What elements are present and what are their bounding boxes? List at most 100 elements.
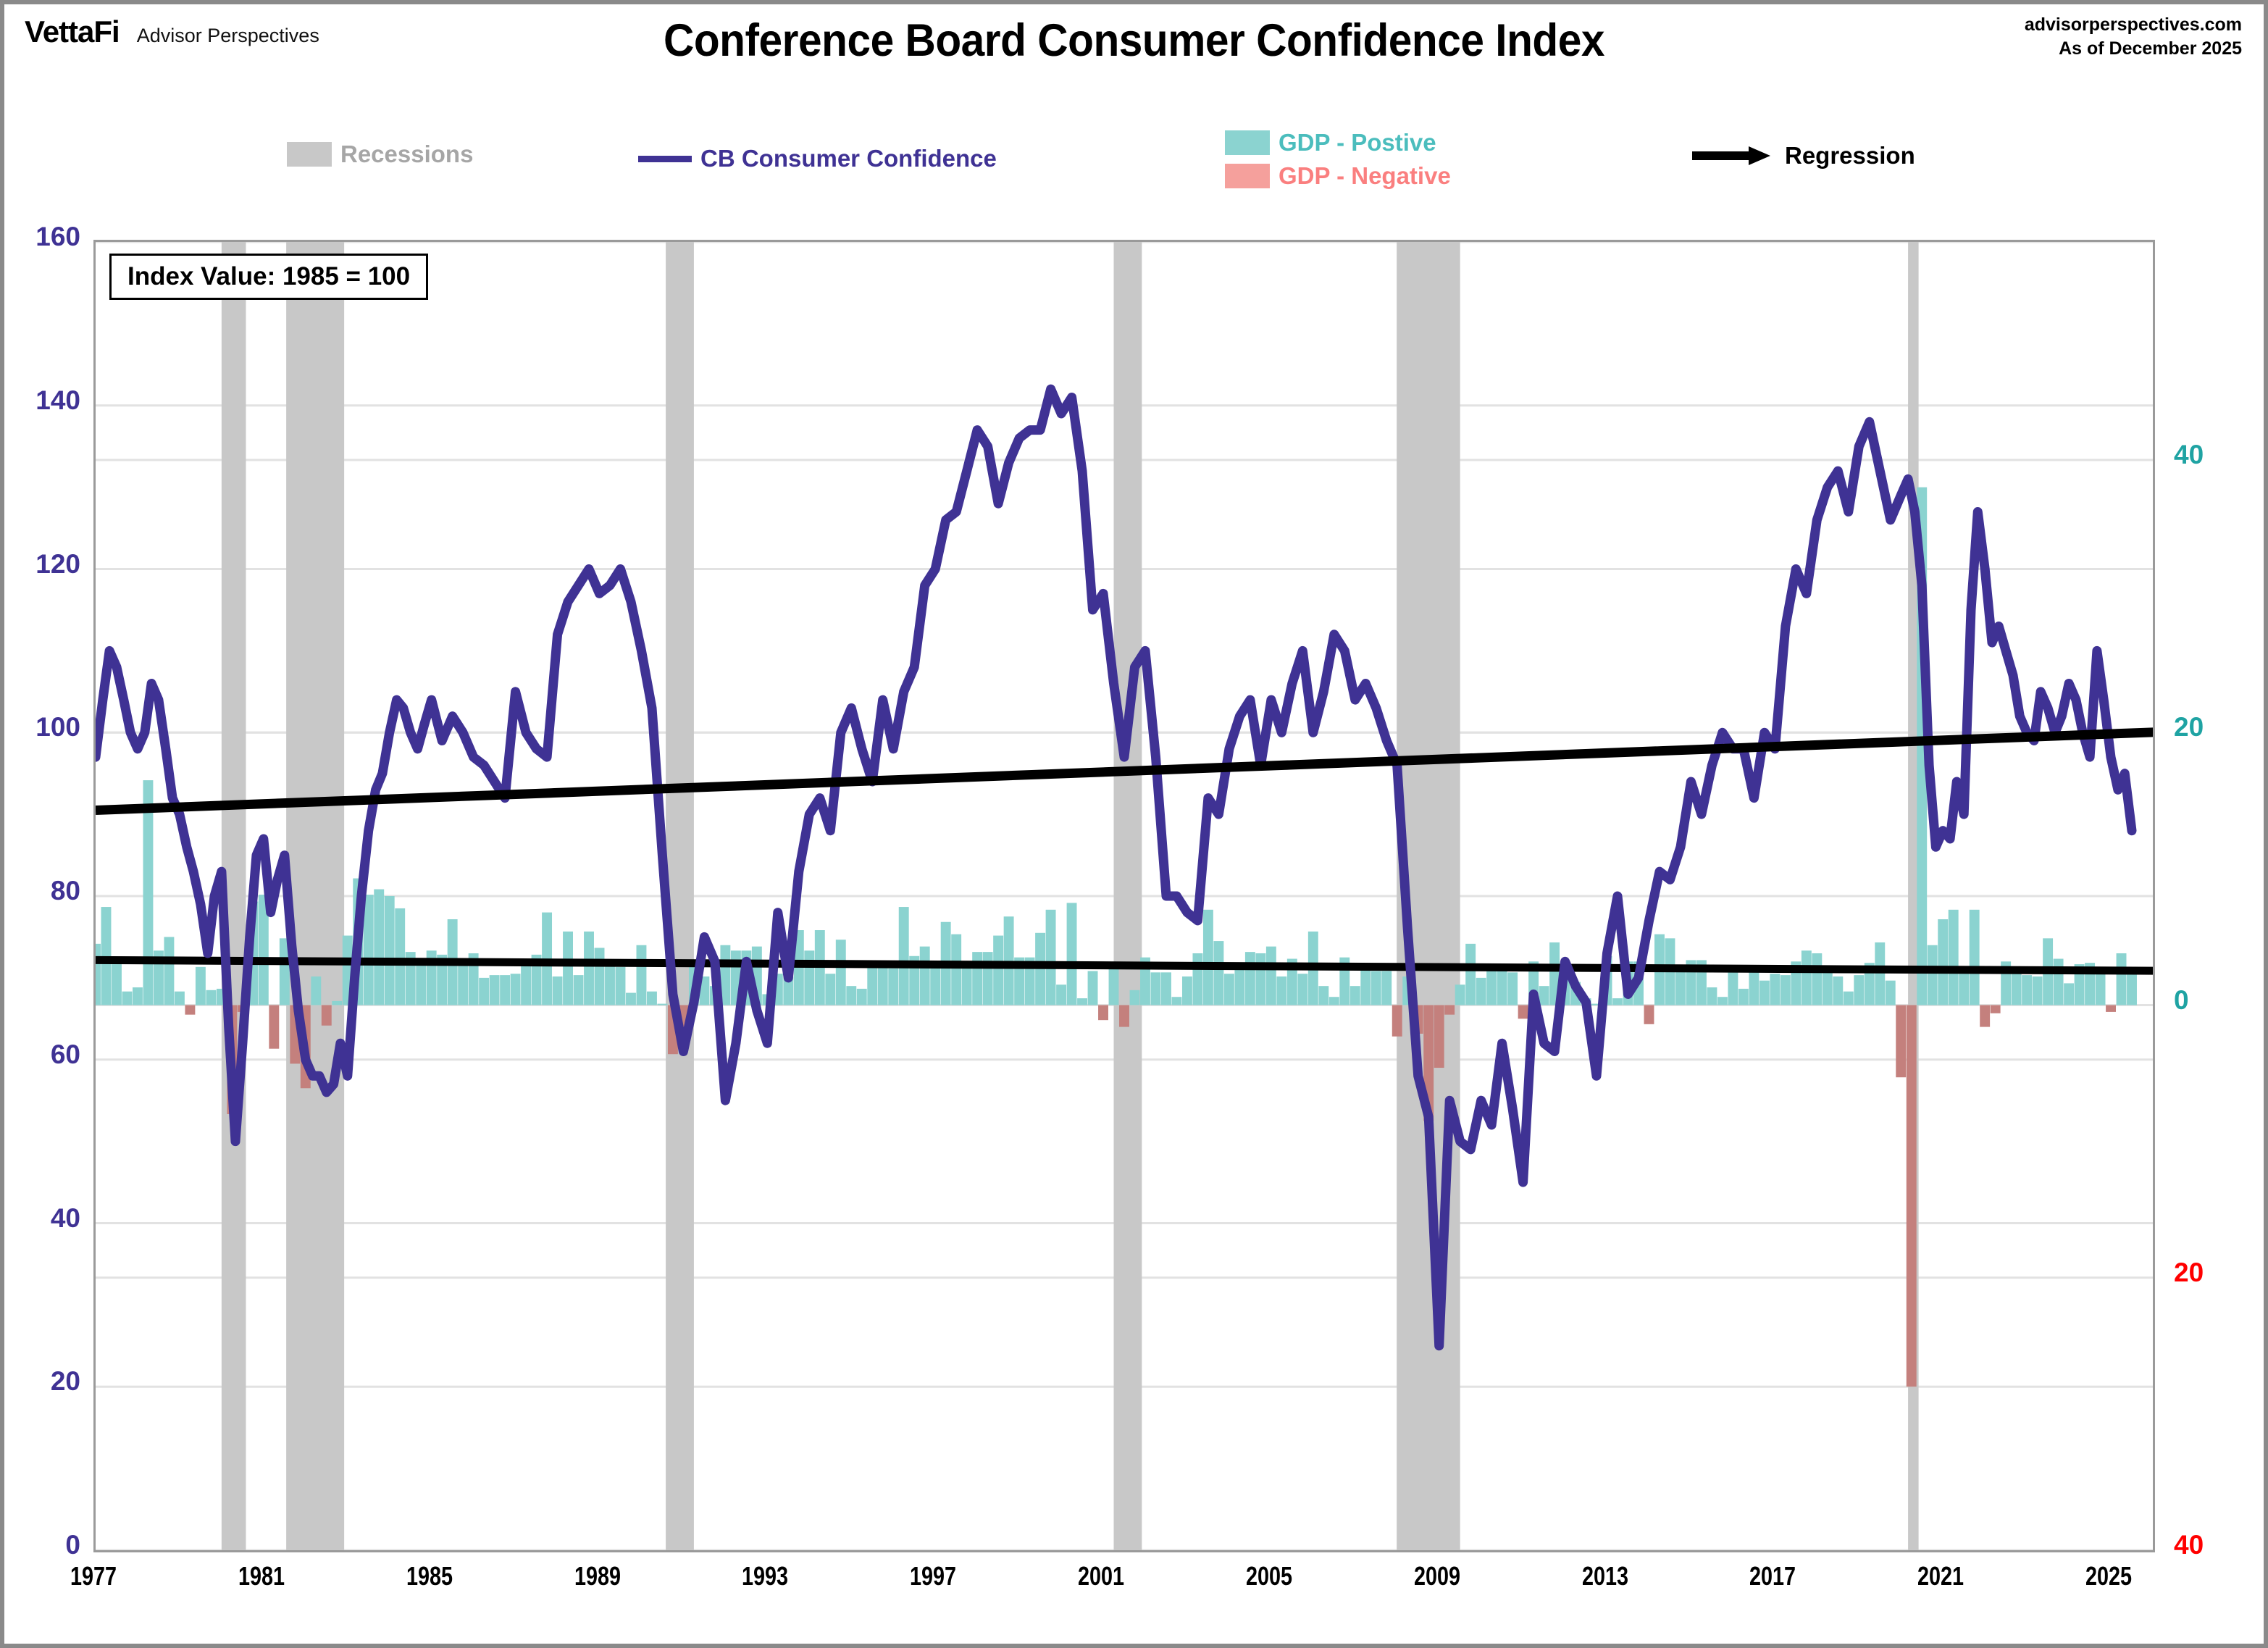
source-site: advisorperspectives.com	[2024, 14, 2242, 35]
gdp-bar	[1244, 952, 1255, 1005]
gdp-bar	[1381, 971, 1392, 1005]
gdp-bar	[783, 976, 794, 1005]
gdp-bar	[458, 964, 469, 1005]
gdp-bar	[374, 889, 385, 1005]
y-tick-left: 140	[35, 385, 80, 415]
gdp-bar	[1360, 964, 1371, 1005]
x-tick: 2005	[1245, 1561, 1292, 1591]
x-tick: 2025	[2085, 1561, 2133, 1591]
gdp-bar	[1906, 1005, 1917, 1387]
gdp-bar	[1822, 968, 1833, 1005]
y-tick-right: 0	[2174, 984, 2189, 1015]
gdp-bar	[510, 974, 521, 1005]
gdp-bar	[185, 1005, 196, 1015]
gdp-bar	[626, 992, 636, 1005]
gdp-bar	[1518, 1005, 1528, 1019]
gdp-bar	[1066, 903, 1077, 1005]
x-tick: 1977	[70, 1561, 117, 1591]
gdp-bar	[1371, 971, 1381, 1005]
gdp-bar	[1150, 972, 1161, 1005]
gdp-bar	[804, 950, 815, 1005]
gdp-bar	[2022, 975, 2033, 1005]
gdp-bar	[982, 952, 993, 1005]
gdp-bar	[1896, 1005, 1907, 1078]
gdp-bar	[835, 940, 846, 1005]
legend-item-recessions[interactable]: Recessions	[287, 141, 473, 168]
advisor-perspectives-label: Advisor Perspectives	[136, 25, 319, 46]
gdp-bar	[112, 964, 122, 1005]
gdp-bar	[1003, 916, 1014, 1005]
gdp-bar	[332, 1000, 343, 1005]
gdp-bar	[1455, 984, 1465, 1005]
x-tick: 2001	[1077, 1561, 1125, 1591]
gdp-bar	[573, 975, 584, 1005]
gdp-bar	[1223, 974, 1234, 1005]
gdp-bar	[1948, 909, 1959, 1005]
gdp-bar	[1486, 968, 1497, 1005]
recession-swatch-icon	[287, 142, 332, 167]
vettafi-logo: VettaFi	[25, 14, 120, 49]
gdp-bar	[1234, 963, 1245, 1005]
legend-item-gdp-negative[interactable]: GDP - Negative	[1225, 162, 1451, 190]
gdp-bar	[2095, 972, 2106, 1005]
page-title: Conference Board Consumer Confidence Ind…	[664, 15, 1604, 66]
gdp-bar	[605, 964, 615, 1005]
y-tick-left: 20	[50, 1366, 80, 1397]
gdp-bar	[856, 988, 867, 1005]
gdp-bar	[1959, 968, 1970, 1005]
legend-label-recessions: Recessions	[340, 141, 474, 167]
legend-item-gdp-positive[interactable]: GDP - Postive	[1225, 129, 1436, 156]
gdp-bar	[2116, 953, 2127, 1005]
confidence-line-swatch-icon	[638, 155, 692, 162]
source-block: advisorperspectives.com As of December 2…	[2025, 13, 2242, 61]
gdp-bar	[972, 952, 983, 1005]
gdp-bar	[1812, 953, 1823, 1005]
index-note-box: Index Value: 1985 = 100	[109, 254, 429, 300]
gdp-bar	[1161, 972, 1171, 1005]
y-tick-right: 20	[2174, 712, 2204, 743]
gdp-bar	[1497, 969, 1507, 1005]
gdp-bar	[1181, 976, 1192, 1005]
gdp-bar	[1749, 966, 1759, 1005]
regression-line-gdp	[96, 955, 2153, 975]
gdp-bar	[521, 960, 532, 1005]
legend-label-confidence: CB Consumer Confidence	[700, 145, 997, 172]
chart-svg	[96, 242, 2153, 1550]
gdp-bar	[174, 991, 185, 1005]
gdp-bar	[1980, 1005, 1991, 1027]
gdp-bar	[1276, 976, 1287, 1005]
legend-label-gdp-positive: GDP - Postive	[1279, 129, 1436, 156]
gdp-bar	[1476, 977, 1486, 1005]
gdp-bar	[384, 896, 395, 1005]
gdp-negative-swatch-icon	[1225, 164, 1270, 188]
gdp-bar	[1780, 975, 1791, 1005]
gdp-bar	[825, 974, 836, 1005]
gdp-bar	[1265, 946, 1276, 1005]
legend-label-regression: Regression	[1785, 142, 1915, 169]
gdp-bar	[2064, 983, 2075, 1005]
gdp-bar	[846, 986, 857, 1005]
legend-item-confidence[interactable]: CB Consumer Confidence	[638, 145, 997, 172]
gdp-bar	[1392, 1005, 1402, 1037]
gdp-bar	[1854, 975, 1865, 1005]
legend-item-regression[interactable]: Regression	[1692, 142, 1915, 170]
brand-block: VettaFi Advisor Perspectives	[25, 14, 319, 49]
gdp-bar	[636, 945, 647, 1005]
gdp-bar	[1833, 976, 1844, 1005]
gdp-bar	[279, 938, 290, 1005]
gdp-bar	[311, 976, 322, 1005]
gdp-bar	[1707, 987, 1717, 1005]
gdp-bar	[101, 907, 112, 1005]
gdp-bar	[1770, 974, 1780, 1005]
gdp-bar	[552, 976, 563, 1005]
x-tick: 2021	[1917, 1561, 1964, 1591]
gdp-bar	[594, 948, 605, 1005]
gdp-bar	[1349, 986, 1360, 1005]
gdp-bar	[1087, 971, 1098, 1005]
gdp-bar	[2106, 1005, 2116, 1012]
plot-area	[93, 240, 2155, 1552]
gdp-bar	[133, 987, 143, 1005]
gdp-bar	[1213, 941, 1224, 1005]
gdp-bar	[1938, 919, 1949, 1005]
